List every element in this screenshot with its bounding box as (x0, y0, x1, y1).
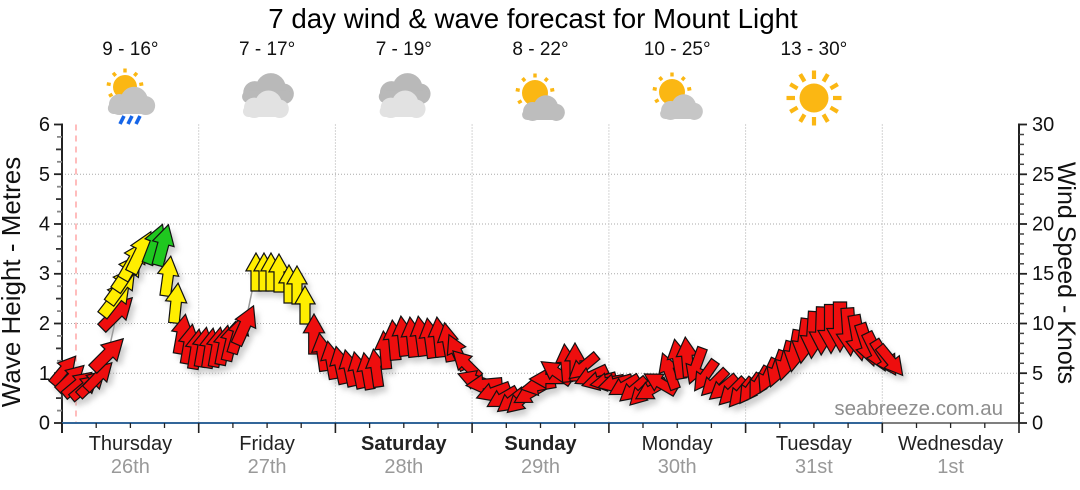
svg-text:Thursday: Thursday (89, 433, 172, 455)
svg-text:25: 25 (1032, 164, 1054, 186)
svg-text:30th: 30th (658, 456, 697, 478)
svg-text:27th: 27th (248, 456, 287, 478)
svg-text:Tuesday: Tuesday (776, 433, 852, 455)
svg-text:31st: 31st (795, 456, 833, 478)
svg-text:1: 1 (39, 363, 50, 385)
svg-text:0: 0 (1032, 413, 1043, 435)
svg-text:10 - 25°: 10 - 25° (644, 39, 711, 60)
svg-text:20: 20 (1032, 214, 1054, 236)
svg-text:10: 10 (1032, 313, 1054, 335)
svg-text:6: 6 (39, 114, 50, 136)
svg-text:seabreeze.com.au: seabreeze.com.au (834, 397, 1003, 420)
svg-text:7 - 19°: 7 - 19° (376, 39, 432, 60)
svg-text:4: 4 (39, 214, 50, 236)
svg-text:3: 3 (39, 263, 50, 285)
svg-text:9 - 16°: 9 - 16° (102, 39, 158, 60)
svg-text:2: 2 (39, 313, 50, 335)
svg-text:30: 30 (1032, 114, 1054, 136)
svg-text:29th: 29th (521, 456, 560, 478)
svg-text:13 - 30°: 13 - 30° (781, 39, 848, 60)
svg-text:Wednesday: Wednesday (898, 433, 1003, 455)
svg-text:Wave Height - Metres: Wave Height - Metres (0, 157, 26, 407)
svg-text:Friday: Friday (239, 433, 295, 455)
svg-text:0: 0 (39, 413, 50, 435)
svg-text:15: 15 (1032, 263, 1054, 285)
svg-text:7 day wind & wave forecast for: 7 day wind & wave forecast for Mount Lig… (268, 3, 798, 34)
svg-text:5: 5 (39, 164, 50, 186)
svg-text:Monday: Monday (642, 433, 713, 455)
svg-text:8 - 22°: 8 - 22° (512, 39, 568, 60)
svg-text:26th: 26th (111, 456, 150, 478)
svg-text:Sunday: Sunday (504, 433, 577, 455)
svg-text:28th: 28th (384, 456, 423, 478)
svg-text:5: 5 (1032, 363, 1043, 385)
svg-text:Saturday: Saturday (361, 433, 447, 455)
svg-text:7 - 17°: 7 - 17° (239, 39, 295, 60)
svg-text:Wind Speed - Knots: Wind Speed - Knots (1052, 162, 1080, 384)
svg-text:1st: 1st (937, 456, 964, 478)
